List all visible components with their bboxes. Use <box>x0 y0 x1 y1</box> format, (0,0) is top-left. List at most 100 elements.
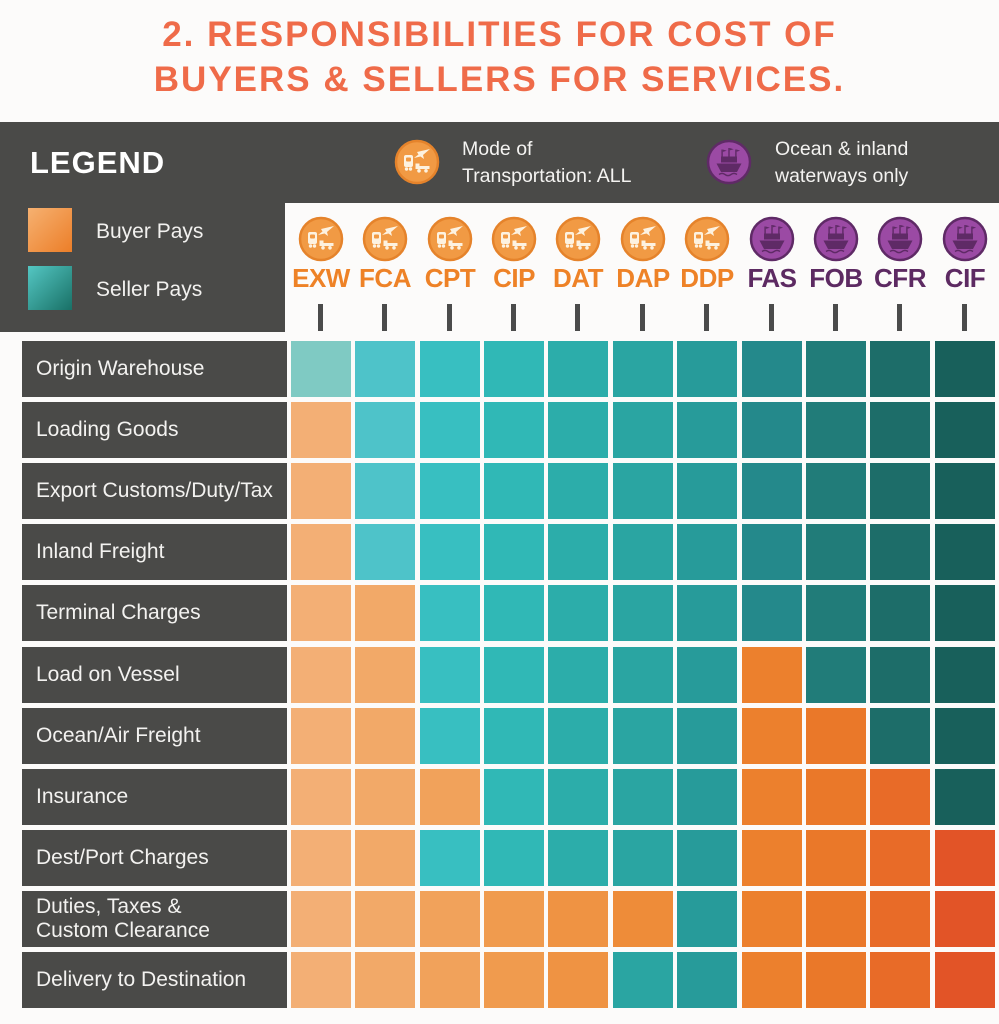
grid-cell <box>355 891 415 947</box>
grid-cell <box>548 402 608 458</box>
column-label: FAS <box>747 263 797 293</box>
column-header-fas: FAS <box>742 200 802 340</box>
table-row: Terminal Charges <box>0 585 999 641</box>
row-label: Delivery to Destination <box>22 952 287 1008</box>
column-label: FOB <box>809 263 863 293</box>
grid-cell <box>935 952 995 1008</box>
transport-modes-icon <box>394 139 440 185</box>
grid-cell <box>870 769 930 825</box>
table-row: Delivery to Destination <box>0 952 999 1008</box>
grid-cell <box>806 524 866 580</box>
grid-cell <box>484 647 544 703</box>
grid-cell <box>484 463 544 519</box>
grid-cell <box>291 891 351 947</box>
buyer-pays-swatch <box>28 208 72 252</box>
transport-modes-icon <box>298 216 344 262</box>
grid-cell <box>742 402 802 458</box>
grid-cell <box>484 402 544 458</box>
grid-cell <box>548 952 608 1008</box>
column-tick <box>575 304 580 331</box>
grid-cell <box>870 463 930 519</box>
transport-modes-icon <box>491 216 537 262</box>
grid-cell <box>806 891 866 947</box>
buyer-pays-label: Buyer Pays <box>96 220 204 243</box>
column-tick <box>447 304 452 331</box>
grid-cell <box>677 402 737 458</box>
grid-cell <box>935 708 995 764</box>
grid-cell <box>742 647 802 703</box>
grid-cell <box>806 952 866 1008</box>
column-header-ddp: DDP <box>677 200 737 340</box>
grid-cell <box>291 341 351 397</box>
grid-cell <box>870 341 930 397</box>
grid-cell <box>742 585 802 641</box>
grid-cell <box>742 891 802 947</box>
table-row: Dest/Port Charges <box>0 830 999 886</box>
grid-cell <box>935 524 995 580</box>
row-label: Dest/Port Charges <box>22 830 287 886</box>
column-header-fca: FCA <box>355 200 415 340</box>
grid-cell <box>613 708 673 764</box>
grid-cell <box>870 402 930 458</box>
grid-cell <box>548 647 608 703</box>
ocean-note: Ocean & inland waterways only <box>775 136 908 190</box>
grid-cell <box>806 830 866 886</box>
grid-cell <box>742 830 802 886</box>
row-label: Origin Warehouse <box>22 341 287 397</box>
column-tick <box>382 304 387 331</box>
grid-cell <box>677 341 737 397</box>
grid-cell <box>806 402 866 458</box>
transport-modes-icon <box>427 216 473 262</box>
grid-cell <box>548 769 608 825</box>
transport-modes-icon <box>555 216 601 262</box>
grid-cell <box>291 524 351 580</box>
grid-cell <box>935 341 995 397</box>
row-label: Inland Freight <box>22 524 287 580</box>
column-tick <box>640 304 645 331</box>
ship-icon <box>706 139 752 185</box>
legend-heading: LEGEND <box>30 145 166 180</box>
grid-cell <box>355 524 415 580</box>
column-label: FCA <box>359 263 411 293</box>
grid-cell <box>806 647 866 703</box>
grid-cell <box>677 952 737 1008</box>
grid-cell <box>484 769 544 825</box>
grid-cell <box>548 830 608 886</box>
grid-cell <box>355 402 415 458</box>
grid-cell <box>935 463 995 519</box>
column-label: EXW <box>292 263 350 293</box>
transport-note-line2: Transportation: ALL <box>462 165 632 187</box>
seller-pays-label: Seller Pays <box>96 278 203 301</box>
table-row: Duties, Taxes & Custom Clearance <box>0 891 999 947</box>
grid-cell <box>870 830 930 886</box>
table-row: Insurance <box>0 769 999 825</box>
table-row: Inland Freight <box>0 524 999 580</box>
grid-cell <box>935 891 995 947</box>
grid-cell <box>742 708 802 764</box>
column-header-cfr: CFR <box>870 200 930 340</box>
grid-cell <box>420 830 480 886</box>
grid-cell <box>613 341 673 397</box>
grid-cell <box>420 769 480 825</box>
column-header-fob: FOB <box>806 200 866 340</box>
ocean-note-line1: Ocean & inland <box>775 138 909 160</box>
column-tick <box>318 304 323 331</box>
grid-cell <box>806 769 866 825</box>
grid-cell <box>291 830 351 886</box>
table-row: Origin Warehouse <box>0 341 999 397</box>
page-title-line2: BUYERS & SELLERS FOR SERVICES. <box>153 60 846 99</box>
grid-cell <box>548 524 608 580</box>
grid-cell <box>291 463 351 519</box>
grid-cell <box>420 891 480 947</box>
grid-cell <box>870 585 930 641</box>
grid-cell <box>613 463 673 519</box>
column-tick <box>769 304 774 331</box>
grid-cell <box>355 830 415 886</box>
table-row: Load on Vessel <box>0 647 999 703</box>
grid-cell <box>355 952 415 1008</box>
table-row: Ocean/Air Freight <box>0 708 999 764</box>
transport-modes-icon <box>620 216 666 262</box>
grid-cell <box>870 647 930 703</box>
grid-cell <box>484 585 544 641</box>
